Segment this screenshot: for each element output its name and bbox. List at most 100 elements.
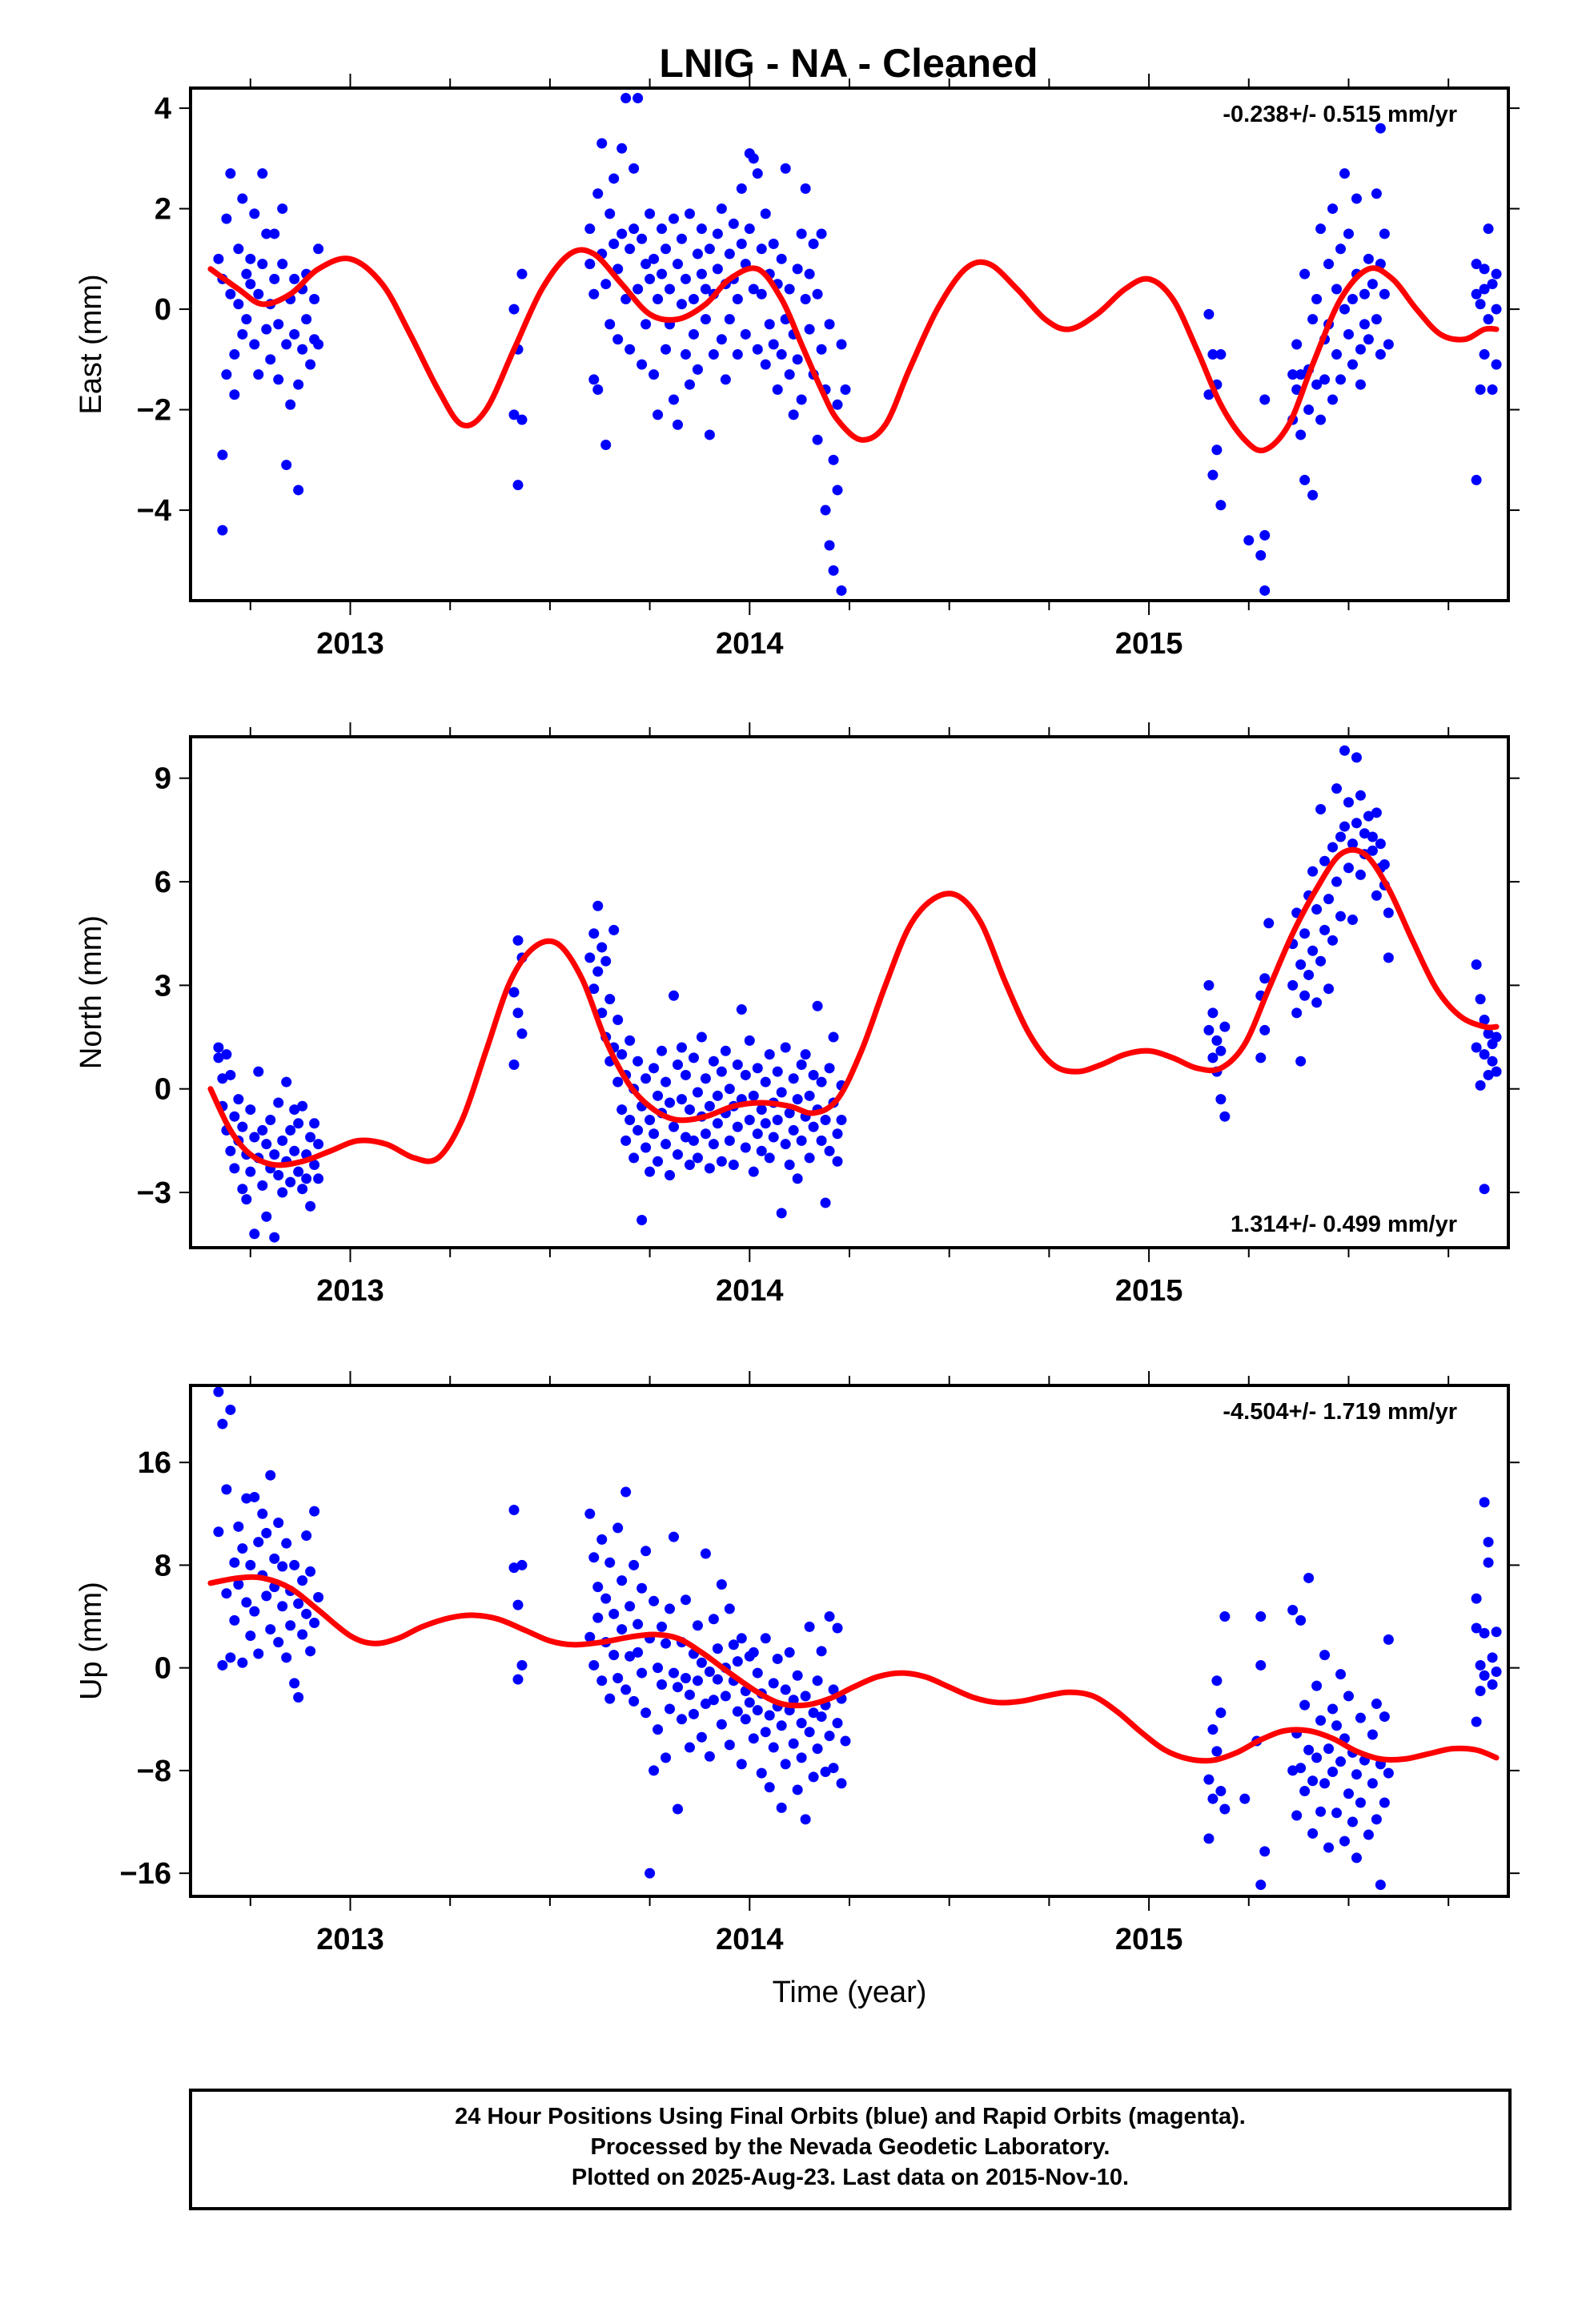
data-point	[756, 1767, 767, 1779]
data-point	[592, 384, 604, 395]
data-point	[800, 183, 811, 194]
data-point	[612, 334, 624, 345]
data-point	[720, 1691, 731, 1702]
data-point	[1331, 283, 1343, 295]
data-point	[680, 349, 691, 360]
data-point	[1203, 1774, 1215, 1785]
data-point	[1295, 1055, 1307, 1067]
data-point	[604, 994, 616, 1005]
data-point	[620, 294, 632, 305]
data-point	[692, 364, 703, 375]
x-tick-label: 2014	[716, 1923, 784, 1956]
data-point	[684, 1104, 695, 1116]
data-point	[273, 1637, 284, 1648]
data-point	[792, 354, 803, 365]
data-point	[724, 1084, 735, 1095]
data-point	[772, 1066, 783, 1077]
east-panel: 2013 2014 2015 4 2 0 −2 −4 East (mm) -0.238+/- 0.…	[74, 74, 1520, 661]
data-point	[824, 1731, 835, 1742]
data-point	[1347, 1816, 1358, 1827]
data-point	[289, 1559, 300, 1570]
data-point	[708, 1139, 719, 1150]
data-point	[604, 1557, 616, 1568]
data-point	[1311, 1752, 1323, 1763]
data-point	[652, 1156, 664, 1167]
data-point	[249, 1228, 260, 1240]
data-point	[1479, 1049, 1490, 1060]
data-point	[620, 1684, 632, 1695]
data-point	[1351, 193, 1362, 204]
data-point	[269, 273, 280, 284]
data-point	[281, 1076, 292, 1088]
data-point	[824, 1063, 835, 1074]
data-point	[688, 328, 699, 340]
data-point	[213, 253, 224, 264]
data-point	[237, 328, 248, 340]
data-point	[596, 1675, 608, 1687]
data-point	[1295, 429, 1307, 440]
data-point	[800, 1049, 811, 1060]
data-point	[740, 1714, 751, 1725]
data-point	[620, 1135, 632, 1146]
data-point	[588, 1659, 600, 1671]
data-point	[608, 173, 620, 184]
data-point	[780, 1759, 791, 1770]
data-point	[1299, 268, 1311, 279]
data-point	[1491, 359, 1502, 370]
data-point	[233, 243, 244, 255]
data-point	[716, 1066, 727, 1077]
data-point	[724, 1135, 735, 1146]
data-point	[516, 414, 528, 425]
data-point	[612, 1522, 624, 1534]
data-point	[277, 203, 288, 215]
data-point	[233, 1094, 244, 1105]
data-point	[1379, 1797, 1390, 1808]
data-point	[828, 1684, 839, 1695]
data-point	[1375, 349, 1386, 360]
y-tick-label: −16	[120, 1857, 171, 1891]
data-point	[604, 319, 616, 330]
data-point	[673, 1682, 684, 1693]
data-point	[1323, 1842, 1335, 1853]
data-point	[1215, 349, 1227, 360]
data-point	[644, 208, 656, 219]
data-point	[661, 1139, 672, 1150]
data-point	[1367, 279, 1378, 290]
data-point	[297, 1575, 308, 1586]
data-point	[1359, 288, 1370, 300]
data-point	[616, 1575, 628, 1586]
x-tick-label: 2015	[1115, 1923, 1183, 1956]
data-point	[776, 1208, 787, 1219]
data-point	[229, 389, 240, 400]
data-point	[1259, 973, 1271, 984]
data-point	[736, 1004, 747, 1015]
data-point	[281, 1538, 292, 1549]
data-point	[640, 259, 652, 270]
data-point	[1367, 1729, 1378, 1740]
data-point	[640, 1073, 652, 1084]
data-point	[253, 1066, 264, 1077]
data-point	[700, 1073, 711, 1084]
data-point	[804, 1727, 815, 1738]
data-point	[832, 399, 843, 410]
data-point	[604, 1693, 616, 1704]
data-point	[516, 268, 528, 279]
data-point	[237, 193, 248, 204]
data-point	[776, 1087, 787, 1098]
data-point	[796, 394, 807, 405]
data-point	[632, 1647, 644, 1658]
data-point	[225, 1145, 236, 1156]
x-tick-label: 2013	[316, 1274, 384, 1308]
plot-frame	[189, 86, 1510, 602]
data-point	[217, 1659, 228, 1671]
data-point	[249, 1606, 260, 1617]
plot-area	[207, 745, 1502, 1243]
data-point	[620, 1486, 632, 1498]
data-point	[796, 228, 807, 239]
data-point	[756, 1145, 767, 1156]
data-point	[1383, 952, 1394, 963]
data-point	[640, 1142, 652, 1153]
data-point	[1475, 994, 1486, 1005]
data-point	[269, 1149, 280, 1160]
data-point	[808, 1707, 819, 1719]
